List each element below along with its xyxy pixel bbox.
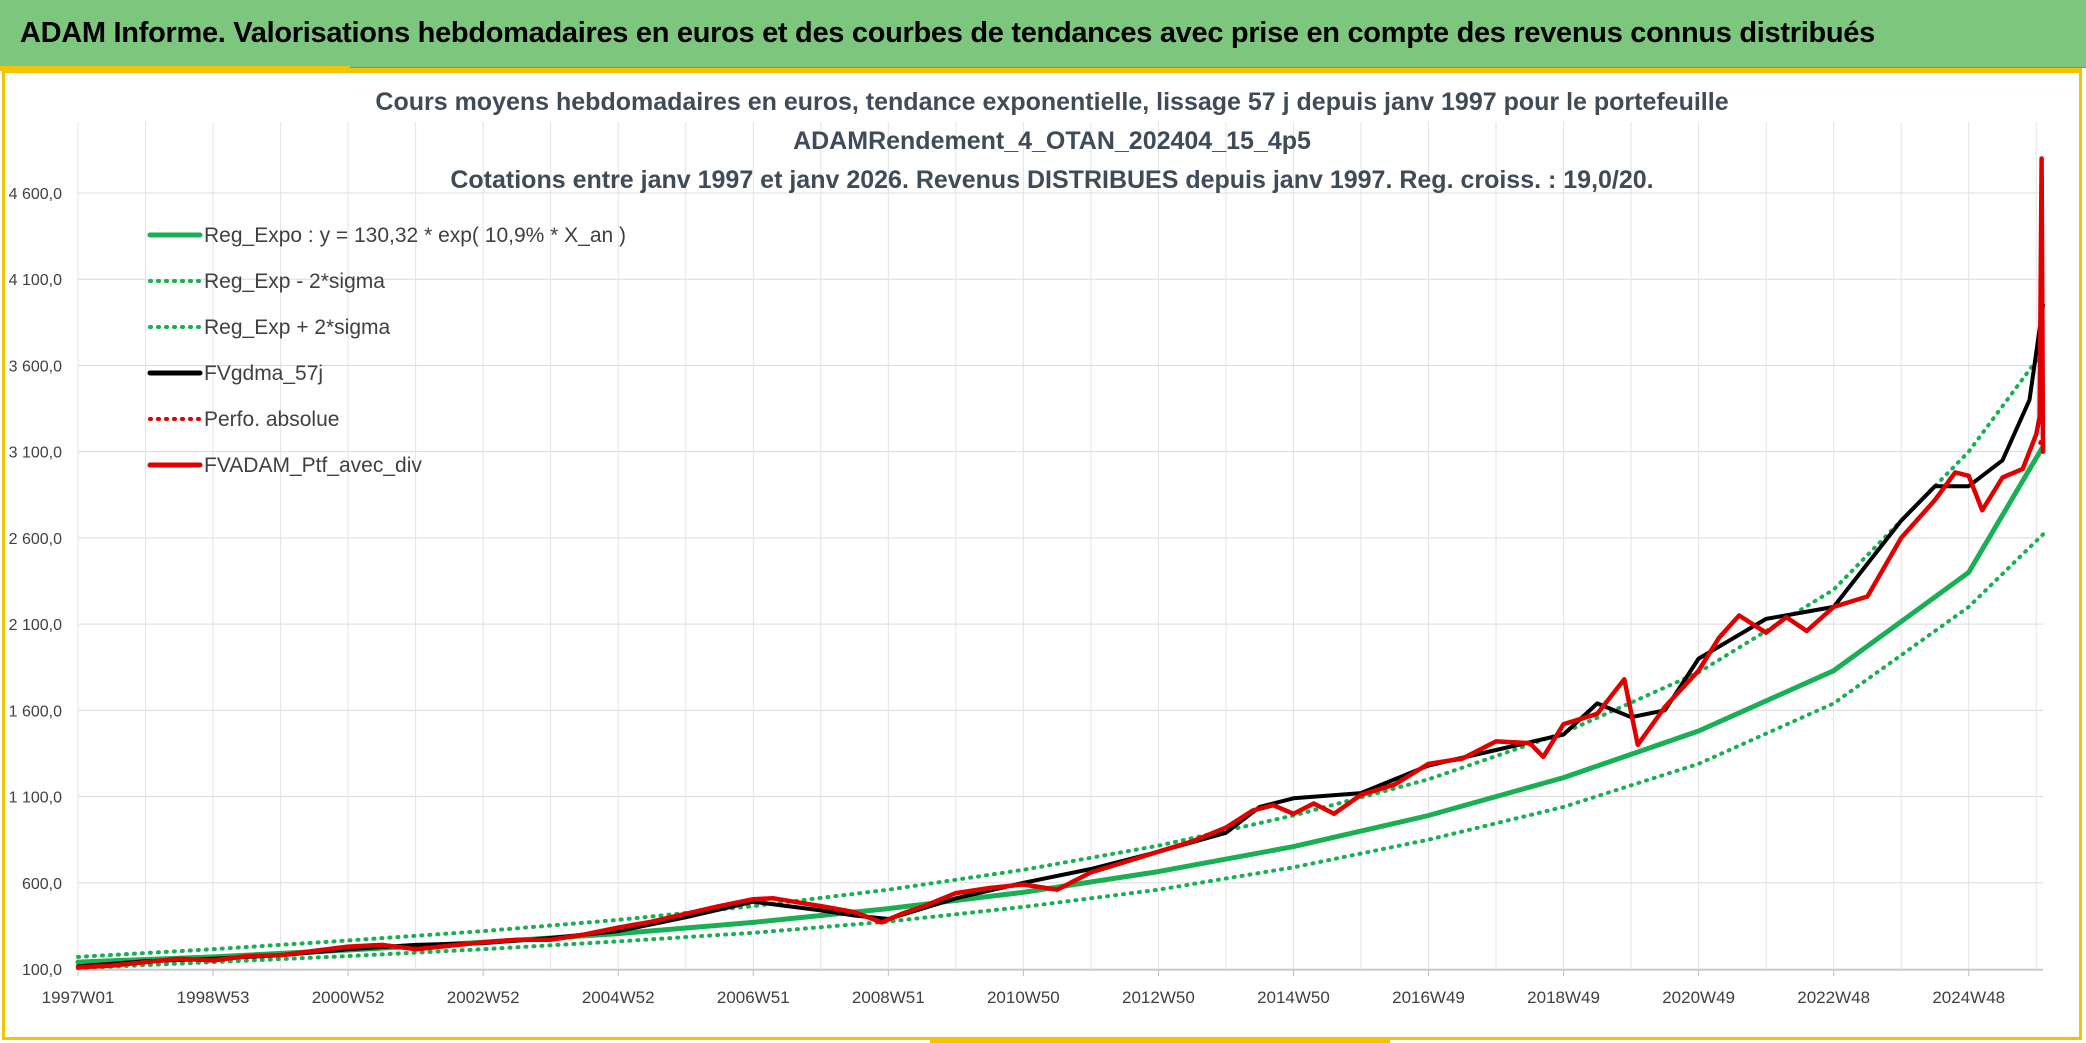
x-tick-label: 2004W52 (582, 988, 655, 1007)
legend-label-3: Reg_Exp + 2*sigma (204, 316, 391, 339)
frame-accent-bottom (930, 1038, 1390, 1043)
y-tick-label: 600,0 (22, 876, 62, 893)
chart-title-line-3: Cotations entre janv 1997 et janv 2026. … (450, 166, 1653, 194)
x-tick-label: 2014W50 (1257, 988, 1330, 1007)
y-tick-label: 4 600,0 (9, 186, 62, 203)
chart-title-line-2: ADAMRendement_4_OTAN_202404_15_4p5 (793, 127, 1311, 155)
banner-title: ADAM Informe. Valorisations hebdomadaire… (20, 17, 1875, 49)
chart-title-line-1: Cours moyens hebdomadaires en euros, ten… (375, 88, 1728, 116)
x-tick-label: 2020W49 (1662, 988, 1735, 1007)
x-tick-label: 1998W53 (177, 988, 250, 1007)
series-line-4 (76, 303, 2045, 969)
x-tick-label: 2018W49 (1527, 988, 1600, 1007)
legend-label-6: FVADAM_Ptf_avec_div (204, 454, 422, 477)
x-tick-label: 2016W49 (1392, 988, 1465, 1007)
chart-title: Cours moyens hebdomadaires en euros, ten… (375, 88, 1728, 194)
chart-series (75, 156, 2046, 971)
y-tick-label: 3 600,0 (9, 358, 62, 375)
chart-legend: Reg_Expo : y = 130,32 * exp( 10,9% * X_a… (147, 224, 626, 477)
series-line-1 (75, 444, 2046, 965)
legend-label-5: Perfo. absolue (204, 408, 339, 431)
x-tick-label: 2012W50 (1122, 988, 1195, 1007)
legend-label-2: Reg_Exp - 2*sigma (204, 270, 385, 293)
chart-grid (77, 122, 2043, 971)
x-axis: 1997W01 1998W53 2000W52 2002W52 2004W52 2006W… (42, 970, 2005, 1007)
x-tick-label: 2010W50 (987, 988, 1060, 1007)
y-tick-label: 3 100,0 (9, 445, 62, 462)
x-tick-label: 2006W51 (717, 988, 790, 1007)
x-tick-label: 2002W52 (447, 988, 520, 1007)
y-axis: 100,0 600,0 1 100,0 1 600,0 2 100,0 2 600,0 3 … (9, 186, 62, 979)
x-tick-label: 2024W48 (1932, 988, 2005, 1007)
legend-label-4: FVgdma_57j (204, 362, 323, 385)
x-tick-label: 2008W51 (852, 988, 925, 1007)
x-tick-label: 1997W01 (42, 988, 115, 1007)
x-tick-label: 2000W52 (312, 988, 385, 1007)
y-tick-label: 2 100,0 (9, 617, 62, 634)
series-line-2 (76, 532, 2045, 971)
y-tick-label: 100,0 (22, 962, 62, 979)
y-tick-label: 1 600,0 (9, 703, 62, 720)
x-tick-label: 2022W48 (1797, 988, 1870, 1007)
series-line-6 (75, 156, 2046, 970)
y-tick-label: 1 100,0 (9, 790, 62, 807)
series-line-3 (76, 349, 2045, 959)
series-line-5 (2038, 432, 2045, 445)
legend-label-1: Reg_Expo : y = 130,32 * exp( 10,9% * X_a… (204, 224, 626, 247)
y-tick-label: 2 600,0 (9, 531, 62, 548)
y-tick-label: 4 100,0 (9, 272, 62, 289)
header-banner: ADAM Informe. Valorisations hebdomadaire… (0, 0, 2086, 68)
